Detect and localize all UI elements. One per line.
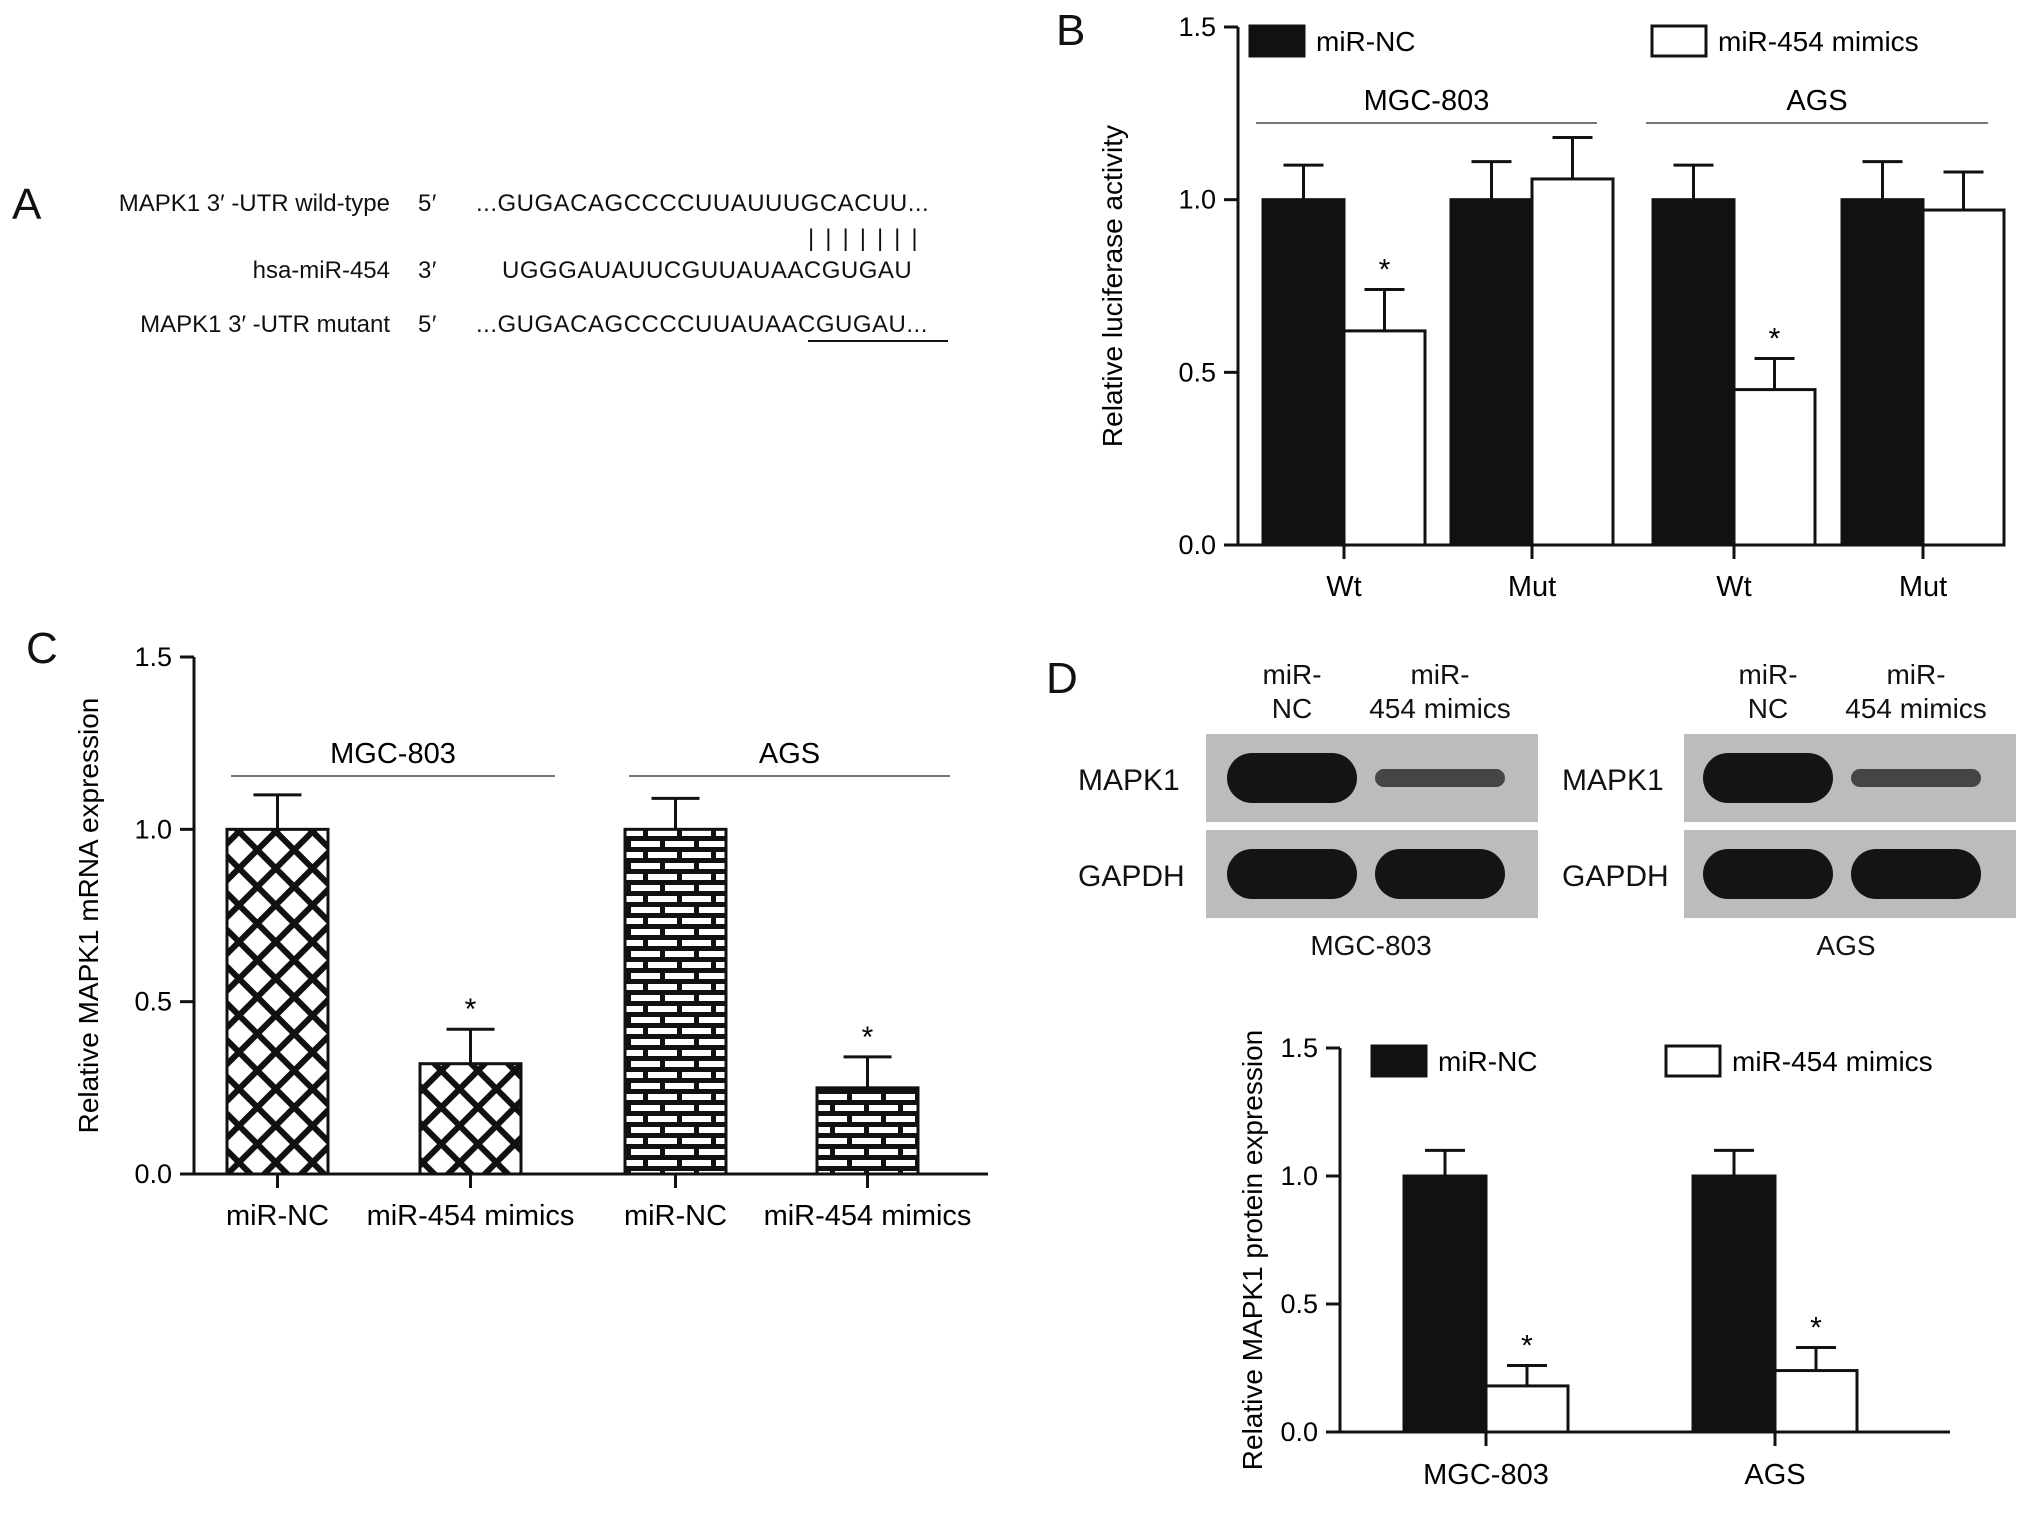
panel-letter-a: A [12,180,42,229]
chart-d-legend-swatch-nc [1370,1044,1428,1078]
blot-strip-mapk1 [1684,734,2016,822]
mirna-label: hsa-miR-454 [252,257,390,284]
chart-b-xtick-label: Mut [1899,571,1947,603]
chart-d-significance: * [1810,1312,1822,1345]
chart-d-legend-label-mimic: miR-454 mimics [1732,1046,1933,1077]
chart-b-bar [1651,198,1736,547]
chart-d-ytick-label: 1.5 [1280,1033,1318,1063]
panel-letter-d: D [1046,654,1078,703]
chart-c-group-label: MGC-803 [330,738,456,770]
chart-c-significance: * [465,993,477,1026]
blot-band [1227,753,1357,803]
chart-b-bar [1530,177,1615,547]
blot-band [1703,753,1833,803]
chart-b-ytick-label: 0.0 [1178,530,1216,560]
chart-c-bar [418,1062,523,1176]
chart-d-bar [1773,1369,1859,1434]
chart-c-group-label: AGS [759,738,820,770]
chart-d-ytick-label: 0.5 [1280,1289,1318,1319]
blot-row-label: GAPDH [1562,860,1669,893]
chart-c-ylabel: Relative MAPK1 mRNA expression [73,698,104,1134]
blot-row-label: MAPK1 [1562,764,1664,797]
chart-c-bar [225,827,330,1176]
wildtype-label: MAPK1 3′ -UTR wild-type [118,190,390,217]
blot-lane-label: miR- NC [1738,659,1798,724]
chart-c-bar [815,1086,920,1176]
chart-b-legend-label-nc: miR-NC [1316,26,1416,57]
chart-b-bar [1840,198,1925,547]
chart-b-bar [1261,198,1346,547]
chart-b-xtick-label: Wt [1716,571,1751,603]
chart-b-legend-swatch-nc [1248,24,1306,58]
chart-b-xtick-label: Mut [1508,571,1556,603]
blot-strip-gapdh [1206,830,1538,918]
panel-letter-c: C [26,624,58,673]
blot-band [1851,769,1981,787]
chart-b-significance: * [1769,323,1781,356]
chart-d-ytick-label: 0.0 [1280,1417,1318,1447]
chart-c-xtick-label: miR-454 mimics [367,1200,575,1232]
chart-b-ylabel: Relative luciferase activity [1097,125,1128,447]
wildtype-sequence: ...GUGACAGCCCCUUAUUUGCACUU... [476,190,930,217]
chart-c-ytick-label: 0.5 [134,987,172,1017]
chart-c-ytick-label: 0.0 [134,1159,172,1189]
chart-b-group-label: MGC-803 [1364,85,1490,117]
chart-d-bar [1402,1174,1488,1434]
blot-lane-label: miR- NC [1262,659,1322,724]
mirna-sequence: UGGGAUAUUCGUUAUAACGUGAU [502,257,913,284]
chart-b-ytick-label: 1.5 [1178,12,1216,42]
blot-band [1227,849,1357,899]
blot-lane-label: miR- 454 mimics [1845,659,1987,724]
chart-b-xtick-label: Wt [1326,571,1361,603]
blot-lane-label: miR- 454 mimics [1369,659,1511,724]
chart-c-bar [623,827,728,1176]
chart-b-ytick-label: 1.0 [1178,185,1216,215]
chart-b-bar [1732,388,1817,547]
blot-band [1851,849,1981,899]
chart-b-bar [1921,208,2006,547]
chart-c-ytick-label: 1.0 [134,814,172,844]
blot-row-label: GAPDH [1078,860,1185,893]
blot-cell-line-label: MGC-803 [1310,930,1432,961]
chart-d-xtick-label: MGC-803 [1423,1459,1549,1491]
blot-band [1375,849,1505,899]
mutant-label: MAPK1 3′ -UTR mutant [140,311,390,338]
blot-band [1703,849,1833,899]
chart-d-significance: * [1521,1329,1533,1362]
chart-d-bar [1484,1384,1570,1434]
blot-band [1375,769,1505,787]
chart-c-xtick-label: miR-NC [226,1200,329,1232]
mutant-site-underline [808,340,948,342]
blot-strip-mapk1 [1206,734,1538,822]
chart-d-ylabel: Relative MAPK1 protein expression [1237,1030,1268,1470]
wildtype-end: 5′ [418,190,437,217]
chart-b-significance: * [1379,253,1391,286]
chart-b-bar [1342,329,1427,547]
chart-b-group-label: AGS [1786,85,1847,117]
chart-b-legend-label-mimic: miR-454 mimics [1718,26,1919,57]
base-pairing-lines: ||||||| [808,225,929,252]
blot-cell-line-label: AGS [1816,930,1876,961]
blot-row-label: MAPK1 [1078,764,1180,797]
chart-d-legend-label-nc: miR-NC [1438,1046,1538,1077]
chart-c-ytick-label: 1.5 [134,642,172,672]
chart-d-xtick-label: AGS [1744,1459,1805,1491]
chart-d-legend-swatch-mimic [1664,1044,1722,1078]
chart-b-ytick-label: 0.5 [1178,357,1216,387]
chart-d-bar [1691,1174,1777,1434]
mirna-end: 3′ [418,257,437,284]
chart-b-legend-swatch-mimic [1650,24,1708,58]
blot-strip-gapdh [1684,830,2016,918]
mutant-sequence: ...GUGACAGCCCCUUAUAACGUGAU... [476,311,928,338]
chart-c-significance: * [862,1021,874,1054]
panel-letter-b: B [1056,6,1086,55]
chart-c-xtick-label: miR-454 mimics [764,1200,972,1232]
mutant-end: 5′ [418,311,437,338]
chart-d-ytick-label: 1.0 [1280,1161,1318,1191]
chart-b-bar [1449,198,1534,547]
chart-c-xtick-label: miR-NC [624,1200,727,1232]
